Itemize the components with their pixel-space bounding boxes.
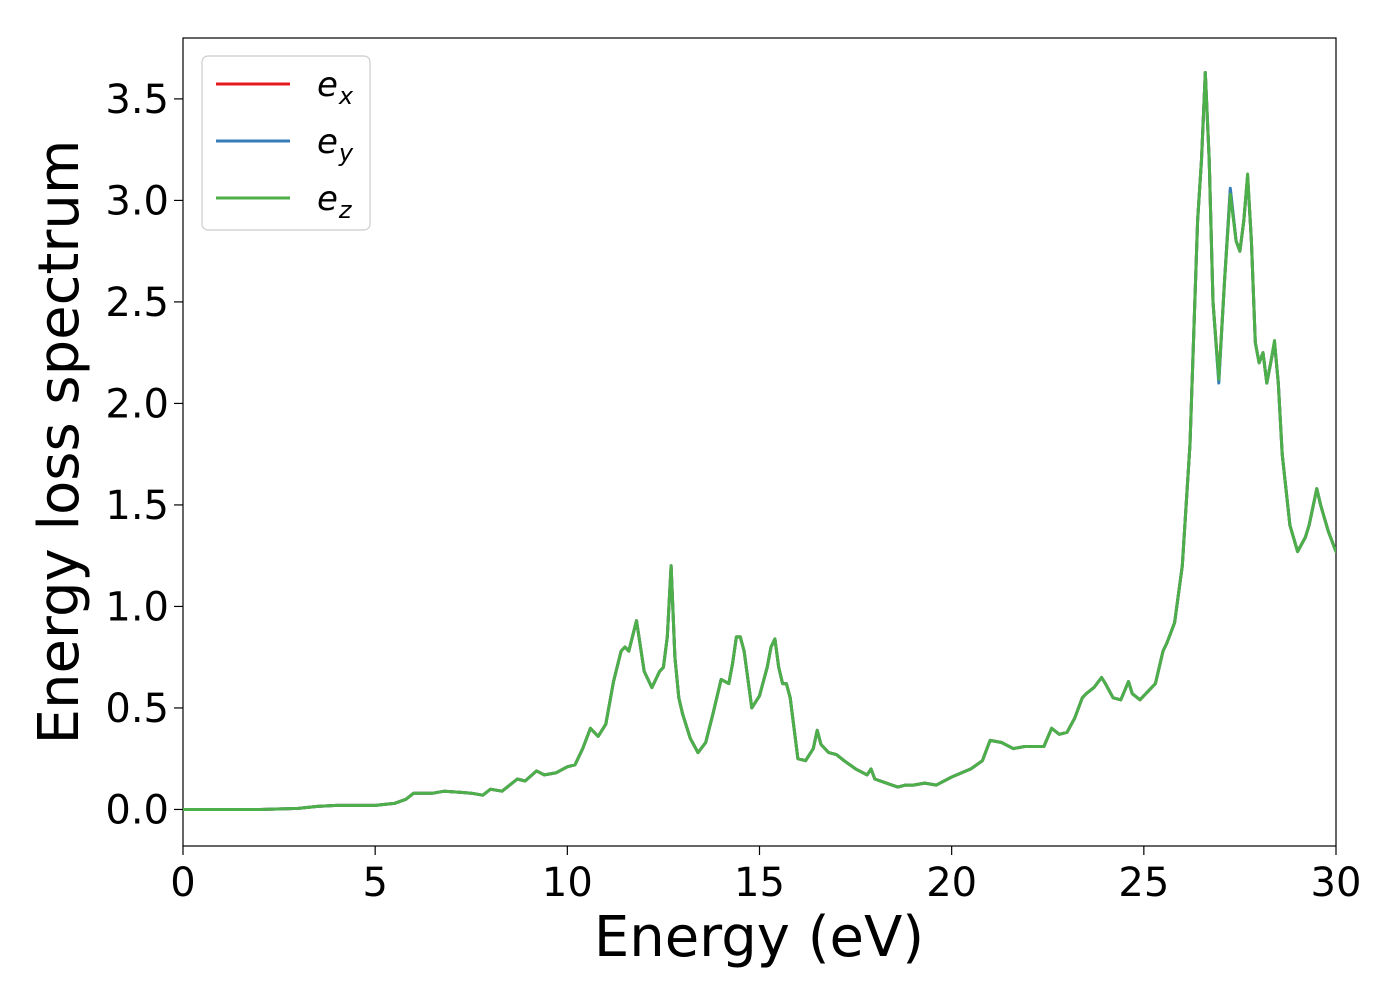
y-tick-label: 1.5 xyxy=(105,483,169,529)
legend-label-x: ex xyxy=(317,65,354,110)
y-tick-label: 2.5 xyxy=(105,280,169,326)
legend-box xyxy=(201,55,371,231)
y-tick-label: 0.5 xyxy=(105,686,169,732)
x-tick-label: 5 xyxy=(362,860,387,906)
legend: ex ey ez xyxy=(201,55,371,231)
x-tick-label: 10 xyxy=(542,860,593,906)
x-tick-label: 25 xyxy=(1118,860,1169,906)
y-tick-label: 2.0 xyxy=(105,381,169,427)
x-tick-label: 20 xyxy=(926,860,977,906)
x-tick-label: 30 xyxy=(1311,860,1362,906)
legend-label-y: ey xyxy=(317,122,354,167)
x-axis: 0 5 10 15 20 25 30 xyxy=(170,846,1361,906)
x-tick-label: 15 xyxy=(734,860,785,906)
y-tick-label: 3.0 xyxy=(105,178,169,224)
y-tick-label: 3.5 xyxy=(105,77,169,123)
series-layer xyxy=(183,71,1336,811)
y-axis: 0.0 0.5 1.0 1.5 2.0 2.5 3.0 3.5 xyxy=(105,77,183,833)
y-tick-label: 1.0 xyxy=(105,584,169,630)
legend-label-z: ez xyxy=(317,179,353,224)
x-tick-label: 0 xyxy=(170,860,195,906)
x-axis-label: Energy (eV) xyxy=(594,905,924,970)
plot-frame xyxy=(182,37,1337,847)
plot-area xyxy=(182,37,1337,847)
y-axis-label: Energy loss spectrum xyxy=(27,140,92,745)
series-line-z xyxy=(183,71,1336,811)
y-tick-label: 0.0 xyxy=(105,787,169,833)
